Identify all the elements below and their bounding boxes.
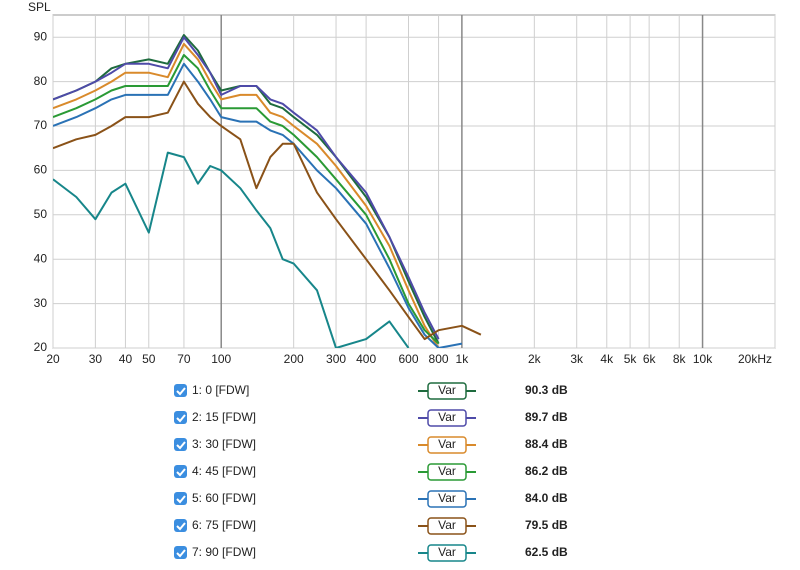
var-button[interactable] [427,490,467,508]
check-mark [176,522,186,531]
check-mark [176,468,186,477]
series-line [53,54,440,345]
var-button-label: Var [438,410,456,424]
x-tick-label: 200 [284,352,304,366]
checkbox[interactable] [174,546,187,559]
x-tick-label: 6k [643,352,657,366]
x-tick-label: 8k [673,352,687,366]
legend-level: 88.4 dB [525,437,568,451]
series-line [53,42,440,348]
legend-level: 90.3 dB [525,383,568,397]
legend-level: 86.2 dB [525,464,568,478]
y-tick-label: 70 [34,118,48,132]
x-tick-label: 30 [89,352,103,366]
series-line [53,36,440,340]
var-button-label: Var [438,545,456,559]
legend-label: 2: 15 [FDW] [192,410,256,424]
y-tick-label: 80 [34,74,48,88]
check-mark [176,387,186,396]
legend-level: 79.5 dB [525,518,568,532]
var-button-label: Var [438,383,456,397]
x-tick-label: 70 [177,352,191,366]
x-tick-label: 5k [624,352,638,366]
series-line [53,62,463,348]
var-button[interactable] [427,544,467,562]
y-axis-label: SPL [28,0,51,14]
x-tick-label: 600 [398,352,418,366]
y-tick-label: 90 [34,29,48,43]
var-button[interactable] [427,463,467,481]
legend-label: 1: 0 [FDW] [192,383,249,397]
legend-label: 6: 75 [FDW] [192,518,256,532]
x-tick-label: 20kHz [738,352,772,366]
checkbox[interactable] [174,492,187,505]
var-button[interactable] [427,517,467,535]
y-tick-label: 30 [34,296,48,310]
y-tick-label: 20 [34,340,48,354]
var-button[interactable] [427,382,467,400]
x-tick-label: 4k [600,352,614,366]
legend-label: 3: 30 [FDW] [192,437,256,451]
x-tick-label: 300 [326,352,346,366]
x-tick-label: 40 [119,352,133,366]
x-tick-label: 20 [46,352,60,366]
checkbox[interactable] [174,411,187,424]
legend-label: 7: 90 [FDW] [192,545,256,559]
x-tick-label: 1k [456,352,470,366]
legend-level: 89.7 dB [525,410,568,424]
check-mark [176,495,186,504]
x-tick-label: 100 [211,352,231,366]
check-mark [176,414,186,423]
x-tick-label: 3k [570,352,584,366]
x-tick-label: 800 [429,352,449,366]
var-button[interactable] [427,409,467,427]
x-tick-label: 2k [528,352,542,366]
y-tick-label: 50 [34,207,48,221]
x-tick-label: 10k [693,352,713,366]
series-line [53,80,482,341]
var-button-label: Var [438,518,456,532]
checkbox[interactable] [174,384,187,397]
x-tick-label: 50 [142,352,156,366]
x-tick-label: 400 [356,352,376,366]
checkbox[interactable] [174,519,187,532]
legend-label: 4: 45 [FDW] [192,464,256,478]
legend-level: 84.0 dB [525,491,568,505]
legend-label: 5: 60 [FDW] [192,491,256,505]
var-button[interactable] [427,436,467,454]
var-button-label: Var [438,491,456,505]
y-tick-label: 60 [34,163,48,177]
var-button-label: Var [438,437,456,451]
checkbox[interactable] [174,438,187,451]
var-button-label: Var [438,464,456,478]
check-mark [176,549,186,558]
checkbox[interactable] [174,465,187,478]
series-line [53,151,410,348]
check-mark [176,441,186,450]
y-tick-label: 40 [34,251,48,265]
legend-level: 62.5 dB [525,545,568,559]
